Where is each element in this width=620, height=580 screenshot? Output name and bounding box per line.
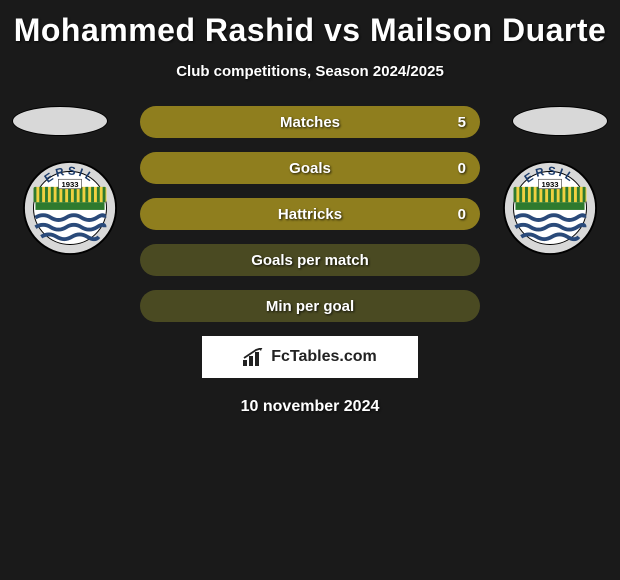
attribution: FcTables.com <box>202 336 418 378</box>
player-oval-right <box>512 106 608 136</box>
stat-bar-hattricks: Hattricks 0 <box>140 198 480 230</box>
club-crest-left: ERSIL 1933 <box>22 160 118 256</box>
player-oval-left <box>12 106 108 136</box>
stat-bar-matches: Matches 5 <box>140 106 480 138</box>
date-text: 10 november 2024 <box>0 398 620 416</box>
stat-label: Goals per match <box>251 252 369 269</box>
stat-value: 5 <box>458 114 466 131</box>
content-area: ERSIL 1933 ERSIL 1933 Matches 5 <box>0 106 620 416</box>
stat-bar-goals-per-match: Goals per match <box>140 244 480 276</box>
stat-value: 0 <box>458 206 466 223</box>
stat-bars: Matches 5 Goals 0 Hattricks 0 Goals per … <box>140 106 480 322</box>
stat-label: Min per goal <box>266 298 354 315</box>
stat-value: 0 <box>458 160 466 177</box>
stat-bar-min-per-goal: Min per goal <box>140 290 480 322</box>
svg-text:1933: 1933 <box>61 180 78 189</box>
stat-bar-goals: Goals 0 <box>140 152 480 184</box>
chart-icon <box>243 348 265 366</box>
page-subtitle: Club competitions, Season 2024/2025 <box>0 63 620 80</box>
stat-label: Goals <box>140 160 480 177</box>
stat-label: Hattricks <box>140 206 480 223</box>
club-crest-right: ERSIL 1933 <box>502 160 598 256</box>
attribution-text: FcTables.com <box>271 348 377 366</box>
stat-label: Matches <box>140 114 480 131</box>
svg-text:1933: 1933 <box>541 180 558 189</box>
page-title: Mohammed Rashid vs Mailson Duarte <box>0 0 620 49</box>
